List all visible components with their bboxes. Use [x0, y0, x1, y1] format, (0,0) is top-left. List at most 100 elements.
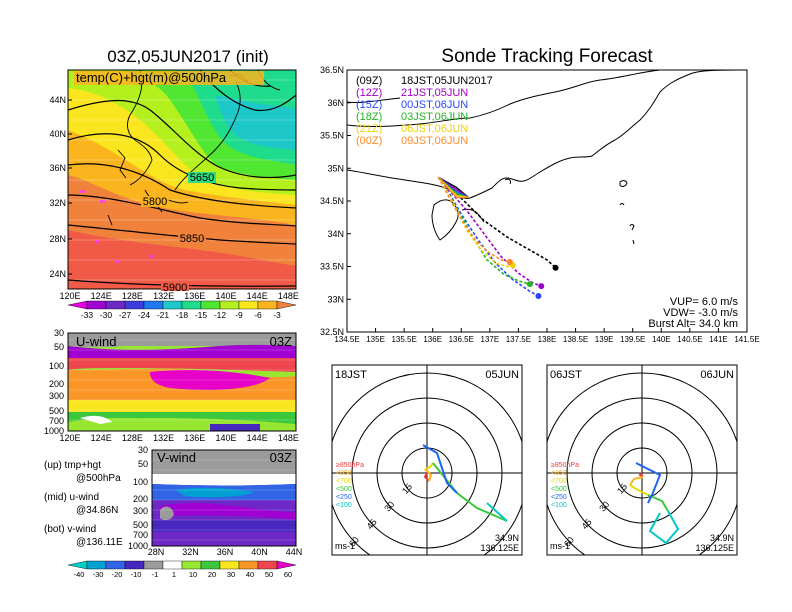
legend-code: (21Z)	[356, 123, 382, 135]
hodograph-rings	[332, 365, 522, 555]
u-wind-pressure-tick: 100	[49, 361, 64, 371]
hodograph-trace	[424, 468, 433, 482]
track-lon-tick: 135E	[366, 335, 385, 344]
temp-colorbar-swatch	[143, 300, 164, 310]
wind-colorbar-swatch	[257, 560, 278, 570]
temp-colorbar-swatch	[124, 300, 145, 310]
track-parameter: VUP= 6.0 m/s	[670, 296, 739, 308]
u-wind-lon-tick: 148E	[278, 433, 299, 443]
wind-colorbar-label: 30	[227, 570, 235, 579]
v-wind-lat-tick: 40N	[251, 547, 268, 557]
map-label: temp(C)+hgt(m)@500hPa	[76, 70, 227, 85]
hodograph-lat: 34.9N	[710, 533, 734, 543]
v-wind-pressure-tick: 500	[133, 520, 148, 530]
trajectory-lines	[437, 176, 559, 299]
v-wind-lat-tick: 32N	[182, 547, 199, 557]
hodograph-trace	[647, 494, 669, 512]
temp-colorbar-label: -15	[195, 310, 208, 320]
u-wind-lon-tick: 136E	[184, 433, 205, 443]
v-wind-pressure-tick: 30	[138, 445, 148, 455]
hodograph-ring-label: 15	[400, 482, 414, 496]
trajectory-series	[437, 176, 557, 269]
left-title: 03Z,05JUN2017 (init)	[107, 47, 269, 66]
track-lat-tick: 32.5N	[320, 327, 344, 337]
u-wind-lon-tick: 132E	[153, 433, 174, 443]
u-wind-lon-tick: 140E	[215, 433, 236, 443]
temp-colorbar-label: -21	[157, 310, 170, 320]
u-wind-pressure-tick: 300	[49, 391, 64, 401]
temp-colorbar-label: -33	[81, 310, 94, 320]
hodograph-trace	[629, 484, 649, 496]
legend-time: 21JST,05JUN	[401, 87, 468, 99]
track-lon-tick: 141E	[709, 335, 728, 344]
u-wind-pressure-tick: 500	[49, 406, 64, 416]
u-wind-lon-ticks: 120E 124E 128E 132E 136E 140E 144E 148E	[59, 433, 298, 443]
trajectory-endpoint	[552, 264, 559, 271]
map-lon-tick: 120E	[59, 291, 80, 301]
wind-colorbar-swatch	[67, 560, 88, 570]
wind-colorbar-label: -40	[74, 570, 85, 579]
note-title: (bot) v-wind	[44, 524, 96, 535]
v-wind-lat-tick: 44N	[286, 547, 303, 557]
note-sub: @34.86N	[76, 505, 118, 516]
u-wind-label: U-wind	[76, 334, 116, 349]
temperature-colorbar: -33 -30 -27 -24 -21 -18 -15 -12 -9 -6 -3	[67, 300, 297, 320]
hodograph-time: 06JST	[550, 369, 582, 381]
hodograph-ring-label: 30	[382, 499, 396, 513]
hodograph-rings	[547, 365, 737, 555]
wind-colorbar-swatch	[276, 560, 297, 570]
trajectory-series	[437, 176, 542, 287]
v-wind-pressure-tick: 1000	[128, 541, 148, 551]
legend-time: 03JST,06JUN	[401, 111, 468, 123]
track-lon-tick: 140E	[652, 335, 671, 344]
hodograph-level-label: ≥850hPa	[551, 462, 579, 469]
hodograph-trace	[486, 502, 508, 522]
hodograph-level-label: <250	[336, 494, 352, 501]
map-lon-tick: 136E	[184, 291, 205, 301]
trajectory-ascent	[437, 176, 469, 199]
track-lon-tick: 137.5E	[506, 335, 531, 344]
wind-colorbar-swatch	[181, 560, 202, 570]
track-lon-tick: 135.5E	[391, 335, 416, 344]
wind-colorbar-label: 50	[265, 570, 273, 579]
hodograph-unit: ms-1	[335, 541, 355, 551]
temp-colorbar-label: -18	[176, 310, 189, 320]
trajectory-endpoint	[538, 283, 545, 290]
v-wind-lat-ticks: 28N 32N 36N 40N 44N	[148, 547, 303, 557]
u-wind-pressure-tick: 700	[49, 416, 64, 426]
temp-colorbar-label: -3	[273, 310, 281, 320]
wind-colorbar-swatch	[200, 560, 221, 570]
wind-colorbar-label: 60	[284, 570, 292, 579]
u-wind-time: 03Z	[270, 334, 292, 349]
temp-colorbar-label: -12	[214, 310, 227, 320]
hodograph-level-label: <500	[336, 486, 352, 493]
legend-code: (00Z)	[356, 135, 382, 147]
hodograph-ring-label: 45	[580, 517, 594, 531]
note-sub: @500hPa	[76, 473, 121, 484]
temp-colorbar-swatch	[219, 300, 240, 310]
hodograph-level-label: <850	[551, 470, 567, 477]
map-lon-tick: 140E	[215, 291, 236, 301]
temp-colorbar-swatch	[86, 300, 107, 310]
hodograph-lon: 136.125E	[480, 543, 519, 553]
map-lat-tick: 36N	[49, 163, 66, 173]
temp-colorbar-swatch	[238, 300, 259, 310]
v-wind-lat-tick: 28N	[148, 547, 165, 557]
u-wind-pressure-tick: 1000	[44, 426, 64, 436]
map-lat-tick: 40N	[49, 129, 66, 139]
hodograph-date: 05JUN	[485, 369, 519, 381]
legend-code: (15Z)	[356, 99, 382, 111]
map-lat-tick: 28N	[49, 234, 66, 244]
trajectory-series	[437, 176, 513, 268]
wind-colorbar-label: -1	[152, 570, 159, 579]
track-lon-tick: 137E	[481, 335, 500, 344]
track-lat-tick: 33.5N	[320, 262, 344, 272]
hodograph-lon: 136.125E	[695, 543, 734, 553]
contour-label-5850: 5850	[180, 233, 204, 245]
legend-code: (09Z)	[356, 75, 382, 87]
hodograph-trace	[423, 472, 430, 482]
